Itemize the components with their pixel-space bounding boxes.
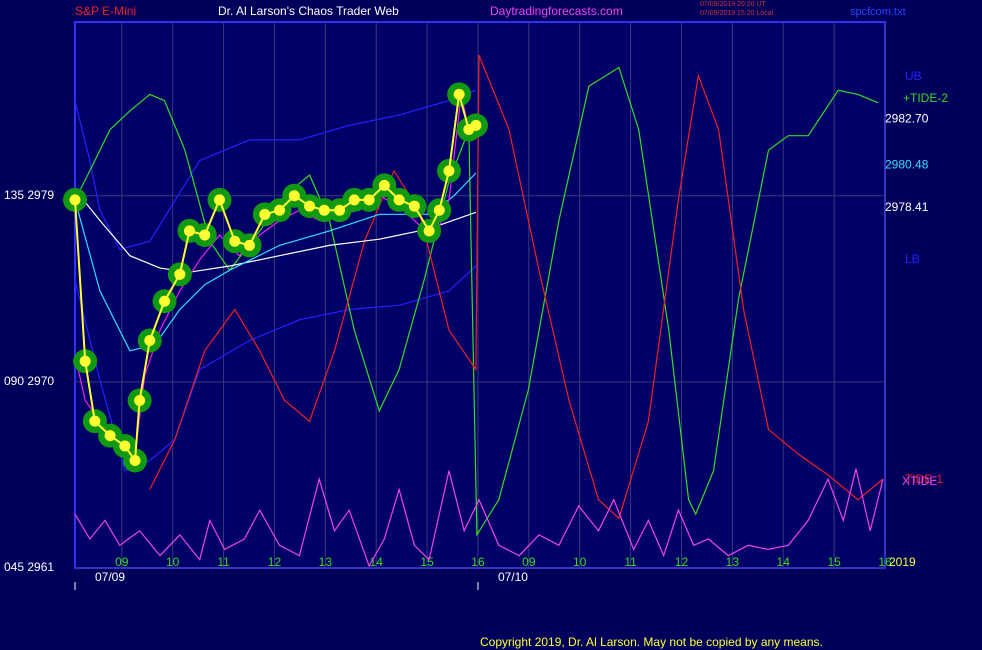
marker [334,204,346,216]
x-tick-label: 12 [675,555,689,569]
x-tick-label: 09 [115,555,129,569]
x-tick-label: 11 [217,555,230,569]
marker [288,190,300,202]
marker [174,268,186,280]
price-label: 2982.70 [885,111,929,125]
x-tick-label: 13 [726,555,740,569]
marker [144,335,156,346]
marker [199,229,211,241]
marker [244,239,256,251]
series-line [149,54,884,520]
marker [470,119,482,131]
marker [119,440,131,452]
series-label: XTIDE [902,474,937,488]
x-tick-label: 15 [420,555,434,569]
series-line [74,468,884,568]
site-url: Daytradingforecasts.com [490,4,623,18]
series-label: UB [905,69,922,83]
marker [104,430,116,442]
price-label: 2978.41 [885,200,929,214]
symbol: S&P E-Mini [75,4,136,18]
file-name: spcfcom.txt [850,6,906,18]
stamp-local: 07/09/2019 15:20 Local [700,10,774,17]
series-label: +TIDE-2 [903,91,948,105]
marker [348,194,360,206]
stamp-ut: 07/09/2019 20:20 UT [700,1,766,8]
series-line [74,89,477,251]
marker [229,235,241,247]
y-tick-label: 090 2970 [4,374,54,388]
series-label: LB [905,252,920,266]
price-label: 2980.48 [885,157,929,171]
marker [183,225,195,237]
plot-area [74,21,886,569]
marker [443,165,455,177]
series-label: TIDE-1 [905,472,943,486]
marker [378,179,390,191]
marker [213,194,225,206]
x-tick-label: 16 [878,555,892,569]
series-line [74,189,477,273]
date-label: 07/10 [498,570,528,584]
marker [159,295,171,307]
marker [259,208,271,220]
marker [129,454,141,466]
marker [89,415,101,427]
x-tick-label: 13 [319,555,333,569]
y-tick-label: 045 2961 [4,560,54,574]
marker [393,194,405,206]
x-tick-label: 10 [573,555,587,569]
marker [134,394,146,406]
x-tick-label: 09 [522,555,536,569]
site-title: Dr. Al Larson's Chaos Trader Web [218,4,399,18]
marker [274,204,286,216]
marker [318,204,330,216]
marker [69,194,81,206]
x-tick-label: 10 [166,555,180,569]
copyright: Copyright 2019, Dr. Al Larson. May not b… [480,635,823,649]
date-label: 07/09 [95,570,125,584]
x-tick-label: 16 [471,555,485,569]
year-label: 2019 [889,555,916,569]
y-tick-label: 135 2979 [4,188,54,202]
x-tick-label: 15 [827,555,841,569]
marker [79,355,91,367]
marker [363,194,375,206]
x-tick-label: 14 [777,555,791,569]
marker [453,88,465,100]
marker [423,225,435,237]
marker [408,200,420,212]
x-tick-label: 12 [268,555,282,569]
x-tick-label: 11 [624,555,637,569]
marker [433,204,445,216]
marker [304,200,316,212]
